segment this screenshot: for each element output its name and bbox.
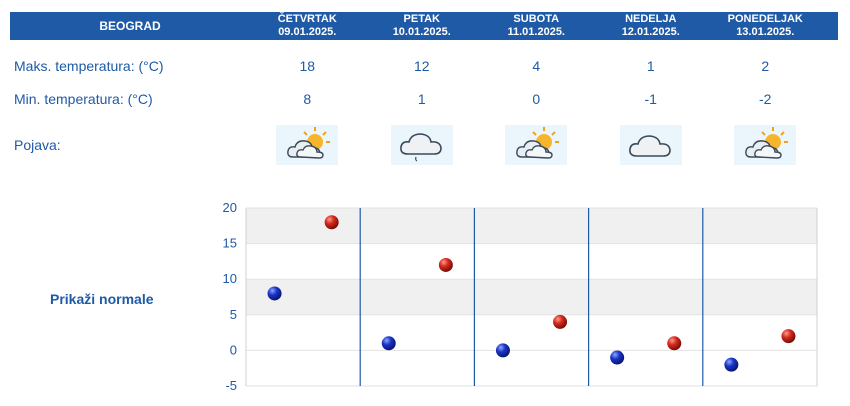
min-temperature-value: 8 bbox=[303, 91, 312, 107]
day-header: PONEDELJAK 13.01.2025. bbox=[708, 12, 823, 40]
day-header: SUBOTA 11.01.2025. bbox=[479, 12, 594, 40]
max-temperature-value: 12 bbox=[413, 58, 430, 74]
day-name: NEDELJA bbox=[625, 13, 677, 25]
cloud-drizzle-icon bbox=[390, 125, 453, 165]
grid-band bbox=[246, 279, 817, 315]
min-temperature-value: -1 bbox=[644, 91, 657, 107]
day-name: SUBOTA bbox=[513, 13, 560, 25]
partly-cloudy-sun-icon bbox=[505, 125, 568, 165]
y-tick-label: -5 bbox=[225, 378, 237, 393]
day-name: ČETVRTAK bbox=[277, 13, 337, 25]
min-temperature-label: Min. temperatura: (°C) bbox=[14, 91, 153, 107]
max-temperature-point bbox=[667, 336, 682, 351]
min-temperature-point bbox=[381, 336, 396, 351]
min-temperature-point bbox=[610, 350, 625, 365]
max-temperature-value: 4 bbox=[532, 58, 541, 74]
temperature-chart: 20 15 10 5 0 -5 bbox=[223, 200, 818, 393]
max-temperature-value: 2 bbox=[761, 58, 770, 74]
forecast-header: BEOGRAD ČETVRTAK 09.01.2025. PETAK 10.01… bbox=[10, 12, 838, 40]
weather-row: Pojava: bbox=[10, 124, 823, 166]
max-temperature-row: Maks. temperatura: (°C) 18 12 4 1 2 bbox=[10, 56, 823, 76]
min-temperature-point bbox=[495, 343, 510, 358]
max-temperature-point bbox=[324, 215, 339, 230]
cloud-icon bbox=[619, 125, 682, 165]
y-tick-label: 10 bbox=[223, 271, 237, 286]
weather-cell bbox=[365, 125, 480, 165]
grid-band bbox=[246, 314, 817, 351]
grid-band bbox=[246, 350, 817, 386]
min-temperature-row: Min. temperatura: (°C) 8 1 0 -1 -2 bbox=[10, 89, 823, 109]
day-header: PETAK 10.01.2025. bbox=[365, 12, 480, 40]
max-temperature-point bbox=[553, 314, 568, 329]
day-header: ČETVRTAK 09.01.2025. bbox=[250, 12, 365, 40]
max-temperature-value: 18 bbox=[299, 58, 316, 74]
day-name: PONEDELJAK bbox=[727, 13, 803, 25]
day-name: PETAK bbox=[403, 13, 440, 25]
city-name: BEOGRAD bbox=[99, 19, 161, 33]
day-date: 10.01.2025. bbox=[392, 26, 451, 38]
y-tick-label: 20 bbox=[223, 200, 237, 215]
max-temperature-label: Maks. temperatura: (°C) bbox=[14, 58, 164, 74]
grid-band bbox=[246, 243, 817, 280]
min-temperature-value: 1 bbox=[417, 91, 426, 107]
show-normals-link[interactable]: Prikaži normale bbox=[50, 291, 154, 307]
y-tick-label: 15 bbox=[223, 236, 237, 251]
max-temperature-point bbox=[781, 329, 796, 344]
weather-label: Pojava: bbox=[14, 137, 61, 153]
forecast-table: BEOGRAD ČETVRTAK 09.01.2025. PETAK 10.01… bbox=[10, 12, 838, 165]
weather-cell bbox=[708, 125, 823, 165]
day-date: 11.01.2025. bbox=[507, 26, 565, 38]
min-temperature-point bbox=[724, 357, 739, 372]
day-date: 13.01.2025. bbox=[736, 26, 795, 38]
y-tick-label: 5 bbox=[230, 307, 237, 322]
partly-cloudy-sun-icon bbox=[734, 125, 797, 165]
day-header: NEDELJA 12.01.2025. bbox=[594, 12, 709, 40]
grid-band bbox=[246, 208, 817, 244]
day-date: 12.01.2025. bbox=[621, 26, 680, 38]
min-temperature-value: -2 bbox=[759, 91, 772, 107]
max-temperature-point bbox=[438, 257, 453, 272]
weather-cell bbox=[594, 125, 709, 165]
partly-cloudy-sun-icon bbox=[276, 125, 339, 165]
y-tick-label: 0 bbox=[230, 342, 237, 357]
min-temperature-value: 0 bbox=[532, 91, 541, 107]
max-temperature-value: 1 bbox=[646, 58, 655, 74]
weather-cell bbox=[479, 125, 594, 165]
day-date: 09.01.2025. bbox=[278, 26, 337, 38]
min-temperature-point bbox=[267, 286, 282, 301]
weather-cell bbox=[250, 125, 365, 165]
